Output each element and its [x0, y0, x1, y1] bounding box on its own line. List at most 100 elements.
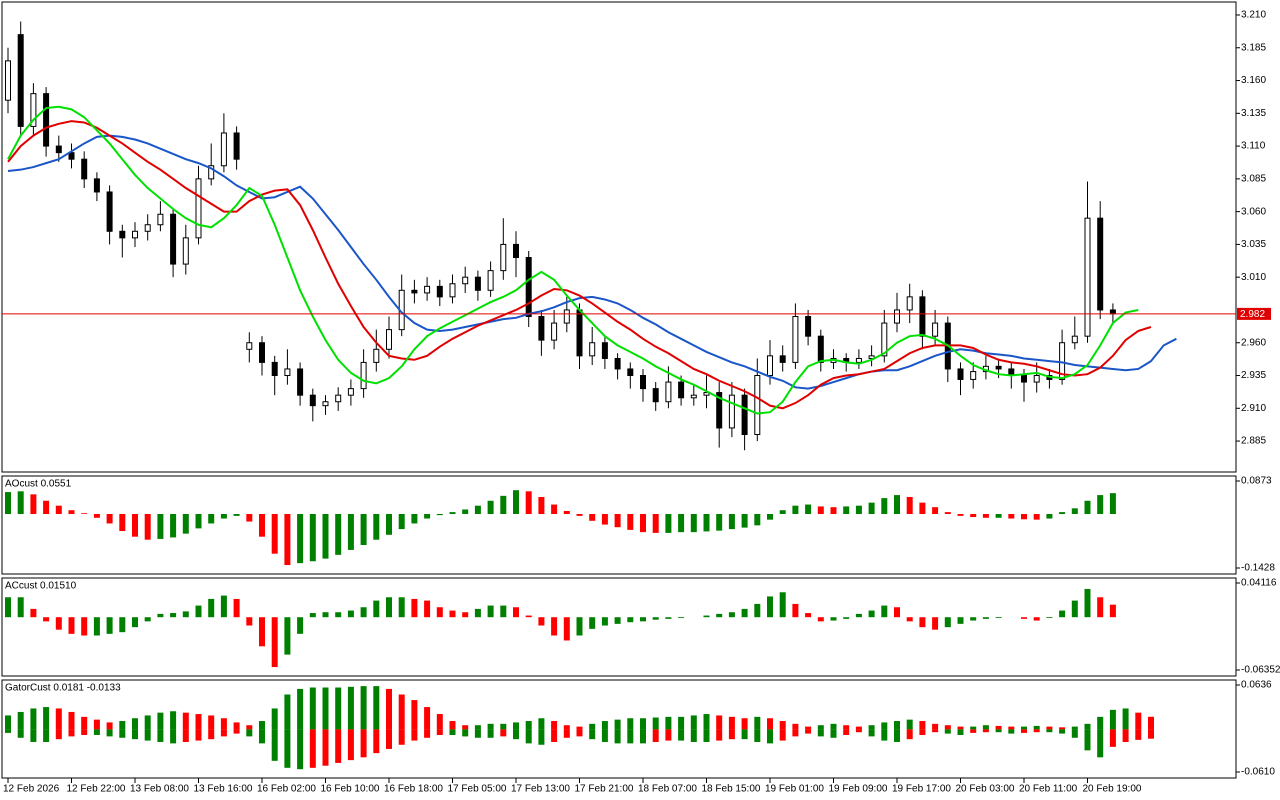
- histogram-bar: [309, 513, 316, 562]
- histogram-bar: [652, 617, 659, 620]
- gator-bar: [830, 723, 837, 730]
- histogram-bar: [449, 512, 456, 514]
- histogram-bar: [703, 513, 710, 532]
- histogram-bar: [678, 617, 685, 619]
- gator-bar: [538, 718, 545, 730]
- gator-bar: [1084, 729, 1091, 751]
- histogram-bar: [500, 495, 507, 514]
- y-tick-label: 2.935: [1241, 370, 1266, 381]
- gator-bar: [157, 729, 164, 742]
- histogram-bar: [259, 617, 265, 647]
- candle-body: [1071, 335, 1078, 344]
- gator-bar: [551, 729, 558, 742]
- gator-bar: [17, 729, 24, 738]
- histogram-bar: [640, 617, 646, 622]
- histogram-bar: [1084, 588, 1091, 618]
- histogram-bar: [957, 513, 964, 516]
- histogram-bar: [347, 610, 354, 618]
- histogram-bar: [944, 512, 951, 514]
- histogram-bar: [678, 513, 685, 533]
- histogram-bar: [779, 592, 786, 618]
- histogram-bar: [246, 513, 253, 522]
- histogram-bar: [259, 513, 265, 537]
- gator-bar: [182, 729, 189, 742]
- gator-bar: [830, 729, 837, 738]
- histogram-bar: [1097, 495, 1104, 514]
- candle-body: [424, 285, 431, 294]
- histogram-bar: [360, 513, 367, 546]
- y-tick-label: -0.06352: [1241, 665, 1280, 676]
- gator-bar: [944, 725, 951, 730]
- gator-bar: [55, 708, 62, 730]
- gator-bar: [1109, 729, 1116, 747]
- panel-frame: [1, 1, 1237, 473]
- gator-bar: [360, 686, 367, 730]
- gator-bar: [690, 729, 697, 742]
- candle-body: [208, 165, 215, 180]
- candle-body: [68, 152, 75, 160]
- candle-body: [1109, 309, 1116, 315]
- gator-bar: [868, 725, 875, 730]
- panel-title: AOcust 0.0551: [5, 479, 72, 490]
- candle-body: [690, 394, 697, 399]
- gator-bar: [424, 707, 431, 730]
- histogram-bar: [360, 607, 367, 618]
- histogram-bar: [411, 598, 418, 618]
- gator-bar: [322, 729, 329, 766]
- gator-bar: [894, 729, 900, 742]
- candle-body: [335, 394, 342, 403]
- candle-body: [436, 285, 443, 298]
- candle-body: [538, 316, 545, 341]
- x-tick-label: 18 Feb 07:00: [638, 784, 697, 795]
- histogram-bar: [957, 617, 964, 624]
- gator-bar: [513, 722, 519, 730]
- x-tick-label: 20 Feb 19:00: [1083, 784, 1142, 795]
- histogram-bar: [690, 513, 697, 533]
- gator-bar: [81, 729, 88, 735]
- gator-bar: [767, 718, 773, 730]
- histogram-bar: [601, 513, 608, 525]
- histogram-bar: [386, 513, 392, 535]
- candle-body: [906, 296, 913, 311]
- candle-body: [1084, 217, 1091, 337]
- histogram-bar: [1033, 617, 1040, 621]
- x-tick-label: 19 Feb 09:00: [829, 784, 888, 795]
- histogram-bar: [932, 617, 939, 630]
- gator-bar: [1021, 726, 1027, 730]
- histogram-bar: [55, 617, 62, 630]
- gator-bar: [741, 729, 748, 740]
- histogram-bar: [322, 612, 329, 618]
- histogram-bar: [1059, 512, 1066, 514]
- current-price-label: 2.982: [1240, 309, 1265, 320]
- gator-bar: [1135, 729, 1142, 740]
- gator-bar: [881, 729, 888, 741]
- histogram-bar: [5, 492, 11, 514]
- histogram-bar: [817, 617, 824, 622]
- histogram-bar: [17, 597, 24, 618]
- histogram-bar: [830, 507, 837, 514]
- histogram-bar: [792, 603, 799, 618]
- candle-body: [411, 289, 418, 294]
- histogram-bar: [449, 610, 456, 618]
- gator-bar: [678, 729, 685, 741]
- histogram-bar: [297, 513, 304, 564]
- gator-bar: [728, 716, 735, 730]
- histogram-bar: [881, 605, 888, 618]
- gator-bar: [665, 716, 672, 730]
- gator-bar: [716, 715, 723, 730]
- gator-bar: [487, 723, 494, 730]
- gator-bar: [843, 725, 850, 730]
- gator-bar: [1059, 727, 1066, 730]
- candle-body: [589, 342, 596, 357]
- gator-bar: [68, 711, 75, 730]
- gator-bar: [1135, 712, 1142, 730]
- histogram-bar: [81, 513, 88, 514]
- gator-bar: [208, 729, 215, 740]
- histogram-bar: [754, 513, 761, 526]
- histogram-bar: [563, 617, 570, 641]
- gator-bar: [398, 694, 405, 730]
- gator-bar: [1097, 729, 1104, 758]
- gator-bar: [703, 714, 710, 730]
- candle-body: [741, 394, 748, 436]
